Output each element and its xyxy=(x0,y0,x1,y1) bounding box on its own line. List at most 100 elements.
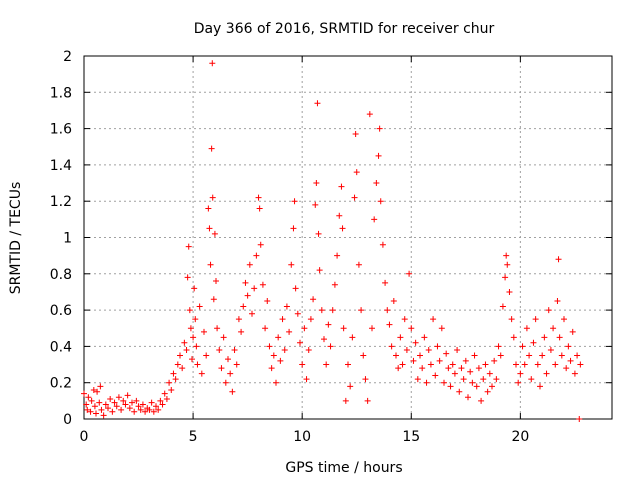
data-point xyxy=(397,334,404,341)
data-point xyxy=(100,412,107,419)
data-point xyxy=(109,408,116,415)
data-point xyxy=(159,401,166,408)
data-point xyxy=(528,376,535,383)
data-point xyxy=(375,152,382,159)
data-point xyxy=(93,410,99,417)
data-point xyxy=(206,225,213,232)
data-point xyxy=(161,390,168,397)
data-point xyxy=(97,383,104,390)
data-point xyxy=(113,403,120,410)
data-point xyxy=(190,334,197,341)
data-point xyxy=(558,352,565,359)
data-point xyxy=(186,307,193,314)
data-point xyxy=(336,212,343,219)
data-point xyxy=(315,230,322,237)
data-point xyxy=(291,198,298,205)
data-point xyxy=(482,361,489,368)
data-point xyxy=(351,194,358,201)
data-point xyxy=(142,408,149,415)
data-point xyxy=(360,352,367,359)
data-point xyxy=(207,261,214,268)
data-point xyxy=(313,180,320,187)
data-point xyxy=(545,307,552,314)
y-tick-label: 0 xyxy=(63,412,72,428)
data-point xyxy=(96,399,103,406)
data-point xyxy=(275,334,282,341)
data-point xyxy=(133,397,140,404)
data-point xyxy=(539,352,546,359)
data-point xyxy=(534,361,541,368)
data-point xyxy=(189,356,195,363)
data-point xyxy=(454,347,461,354)
x-tick-label: 5 xyxy=(189,429,198,445)
data-point xyxy=(213,278,219,285)
data-point xyxy=(187,325,194,332)
data-point xyxy=(417,352,423,359)
data-point xyxy=(358,307,365,314)
data-point xyxy=(115,394,122,401)
axis-ticks: 00.20.40.60.811.21.41.61.820 5 10 15 20 xyxy=(50,49,612,445)
data-point xyxy=(111,399,118,406)
data-point xyxy=(249,310,255,317)
data-point xyxy=(107,396,114,403)
y-axis-label: SRMTID / TECUs xyxy=(8,182,24,295)
data-point xyxy=(225,356,231,363)
data-point xyxy=(503,252,510,259)
data-point xyxy=(577,361,584,368)
data-points xyxy=(81,60,584,422)
data-point xyxy=(198,370,205,377)
data-point xyxy=(532,316,539,323)
data-point xyxy=(270,352,277,359)
data-point xyxy=(126,405,133,412)
data-point xyxy=(436,357,443,364)
data-point xyxy=(508,316,515,323)
x-tick-label: 0 xyxy=(80,429,89,445)
data-point xyxy=(427,361,434,368)
data-point xyxy=(153,403,159,410)
data-point xyxy=(513,361,519,368)
x-tick-label: 20 xyxy=(511,429,529,445)
data-point xyxy=(382,279,389,286)
data-point xyxy=(497,352,504,359)
data-point xyxy=(406,270,413,277)
data-point xyxy=(517,370,524,377)
data-point xyxy=(447,383,454,390)
data-point xyxy=(196,303,203,310)
data-point xyxy=(246,261,253,268)
data-point xyxy=(430,316,437,323)
x-tick-label: 10 xyxy=(293,429,311,445)
data-point xyxy=(135,403,142,410)
data-point xyxy=(473,383,480,390)
data-point xyxy=(379,241,386,248)
data-point xyxy=(279,316,286,323)
data-point xyxy=(574,352,581,359)
data-point xyxy=(471,352,478,359)
y-tick-label: 0.8 xyxy=(50,267,72,283)
data-point xyxy=(192,316,199,323)
data-point xyxy=(208,145,215,152)
y-tick-label: 1 xyxy=(63,231,72,247)
data-point xyxy=(181,339,188,346)
data-point xyxy=(502,274,509,281)
data-point xyxy=(303,376,310,383)
data-point xyxy=(124,392,131,399)
data-point xyxy=(310,296,317,303)
data-point xyxy=(205,205,212,212)
data-point xyxy=(377,198,384,205)
data-point xyxy=(543,370,550,377)
data-point xyxy=(88,397,95,404)
data-point xyxy=(465,394,471,401)
data-point xyxy=(345,361,351,368)
data-point xyxy=(571,370,578,377)
data-point xyxy=(321,336,327,343)
data-point xyxy=(403,347,410,354)
data-point xyxy=(563,365,570,372)
data-point xyxy=(253,252,260,259)
data-point xyxy=(122,401,129,408)
data-point xyxy=(386,321,393,328)
data-point xyxy=(209,194,216,201)
data-point xyxy=(85,394,92,401)
data-point xyxy=(325,321,332,328)
data-point xyxy=(530,339,537,346)
